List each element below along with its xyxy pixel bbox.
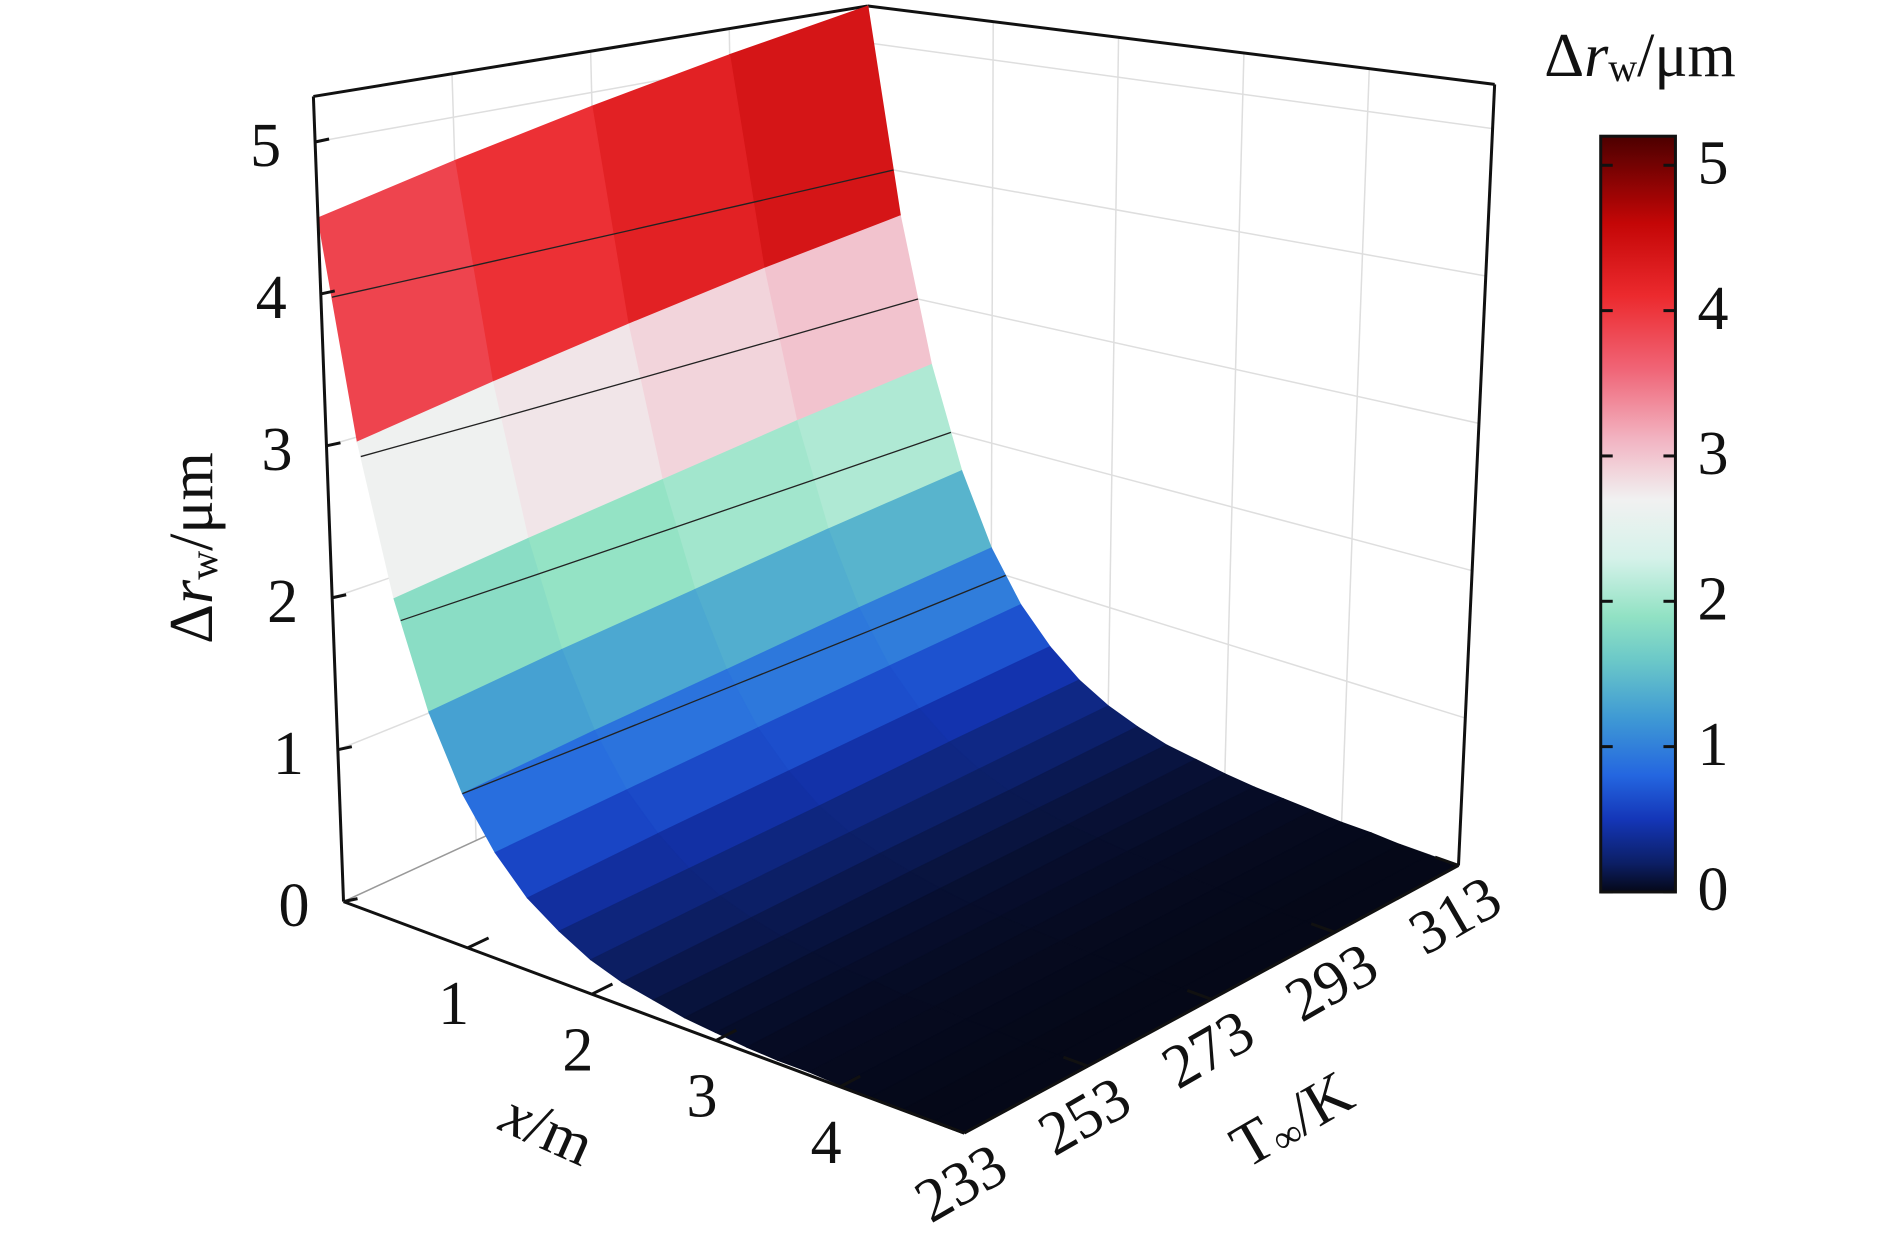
grid-line — [1223, 53, 1245, 783]
tick-mark — [591, 982, 614, 996]
tick-mark — [1186, 989, 1212, 1001]
colorbar-title-part: Δ — [1544, 22, 1584, 90]
colorbar-title: Δrw/μm — [1544, 22, 1736, 90]
colorbar-tick-label: 1 — [1697, 711, 1728, 779]
tick-mark — [839, 1074, 861, 1089]
grid-line — [1106, 37, 1120, 741]
tick-mark — [467, 936, 490, 950]
contour-line — [360, 298, 919, 458]
z-tick-label: 0 — [279, 872, 310, 940]
tick-mark — [337, 745, 353, 752]
colorbar-tick-label: 2 — [1697, 566, 1728, 634]
tick-mark — [1434, 855, 1459, 867]
grid-line — [870, 287, 1480, 425]
x-tick-label: 4 — [811, 1109, 842, 1177]
colorbar-title-part: /μm — [1637, 22, 1736, 90]
colorbar-tick-label: 5 — [1697, 130, 1728, 198]
grid-line — [868, 42, 1493, 130]
grid-line — [871, 410, 1473, 572]
tick-mark — [331, 593, 347, 600]
z-axis-title: Δrw/μm — [158, 452, 226, 644]
axis-line — [343, 900, 965, 1135]
x-tick-label: 1 — [438, 970, 469, 1038]
colorbar — [1599, 134, 1677, 894]
z-tick-label: 2 — [267, 568, 298, 636]
z-tick-label: 4 — [256, 264, 287, 332]
axis-line — [311, 96, 346, 902]
x-axis-title: x/m — [490, 1079, 604, 1179]
z-tick-label: 3 — [261, 416, 292, 484]
axis-line — [1456, 84, 1497, 866]
tick-mark — [1062, 1055, 1089, 1068]
axis-line — [313, 4, 869, 98]
z-axis-title-part: r — [158, 579, 226, 604]
z-axis-title-part: Δ — [158, 604, 226, 644]
x-tick-label: 2 — [562, 1016, 593, 1084]
y-axis-title: T∞/K — [1220, 1058, 1365, 1181]
colorbar-tick-label: 4 — [1697, 275, 1728, 343]
colorbar-title-part: w — [1608, 45, 1637, 90]
tick-mark — [938, 1122, 965, 1135]
tick-mark — [320, 289, 336, 296]
tick-mark — [326, 441, 341, 448]
colorbar-tick-label: 3 — [1697, 420, 1728, 488]
y-tick-label: 233 — [904, 1131, 1019, 1236]
colorbar-tick-label: 0 — [1697, 856, 1728, 924]
z-axis-title-part: /μm — [158, 452, 226, 551]
axis-line — [867, 4, 1495, 86]
contour-line — [400, 431, 952, 622]
contour-line — [331, 169, 894, 298]
tick-mark — [314, 137, 330, 144]
colorbar-title-part: r — [1584, 22, 1609, 90]
tick-mark — [343, 897, 358, 904]
z-tick-label: 5 — [250, 112, 281, 180]
contour-line — [462, 574, 1006, 795]
x-tick-label: 3 — [686, 1063, 717, 1131]
tick-mark — [715, 1028, 738, 1042]
grid-line — [869, 164, 1486, 277]
grid-line — [1340, 68, 1371, 824]
z-tick-label: 1 — [273, 720, 304, 788]
tick-mark — [1310, 922, 1336, 934]
z-axis-title-part: w — [181, 551, 226, 580]
